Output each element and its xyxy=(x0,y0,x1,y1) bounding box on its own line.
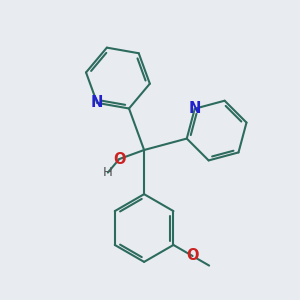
Text: O: O xyxy=(113,152,125,166)
Text: H: H xyxy=(103,166,113,179)
Text: N: N xyxy=(91,95,103,110)
Text: N: N xyxy=(189,101,201,116)
Text: O: O xyxy=(186,248,199,263)
